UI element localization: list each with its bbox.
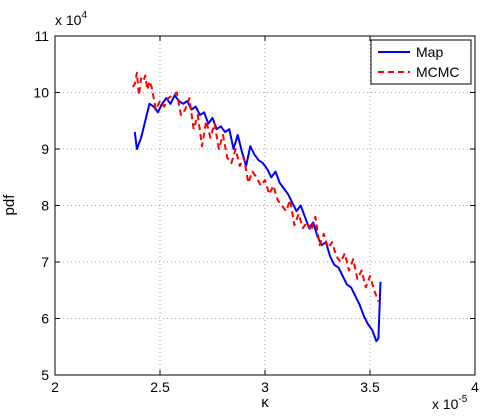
x-multiplier-exponent: -5	[458, 394, 467, 405]
series-layer	[131, 71, 382, 343]
x-axis-multiplier: x 10-5	[432, 394, 468, 412]
y-tick-label: 5	[41, 367, 49, 383]
y-tick-label: 6	[41, 311, 49, 327]
x-tick-label: 2.5	[150, 379, 170, 395]
y-tick-label: 10	[33, 85, 49, 101]
x-tick-label: 3.5	[360, 379, 380, 395]
axis-tick-labels: 2 2.5 3 3.5 4 5 6 7 8 9 10 11	[33, 28, 479, 395]
grid-lines	[55, 36, 475, 375]
y-tick-label: 7	[41, 254, 49, 270]
y-tick-label: 8	[41, 198, 49, 214]
x-axis-label: κ	[261, 394, 269, 411]
y-tick-label: 9	[41, 141, 49, 157]
x-multiplier-base: x 10	[432, 396, 459, 412]
x-tick-label: 4	[471, 379, 479, 395]
series-line-mcmc	[131, 71, 380, 302]
legend: Map MCMC	[370, 39, 472, 85]
y-multiplier-exponent: 4	[81, 10, 87, 21]
legend-box	[370, 39, 472, 85]
legend-label-map: Map	[416, 44, 443, 60]
y-axis-multiplier: x 104	[55, 10, 87, 28]
y-tick-label: 11	[34, 28, 49, 44]
legend-label-mcmc: MCMC	[416, 64, 460, 80]
series-line-map	[133, 94, 382, 343]
axis-ticks	[54, 35, 476, 376]
y-multiplier-base: x 10	[55, 12, 82, 28]
x-tick-label: 2	[51, 379, 59, 395]
x-tick-label: 3	[261, 379, 269, 395]
y-axis-label: pdf	[1, 194, 18, 216]
